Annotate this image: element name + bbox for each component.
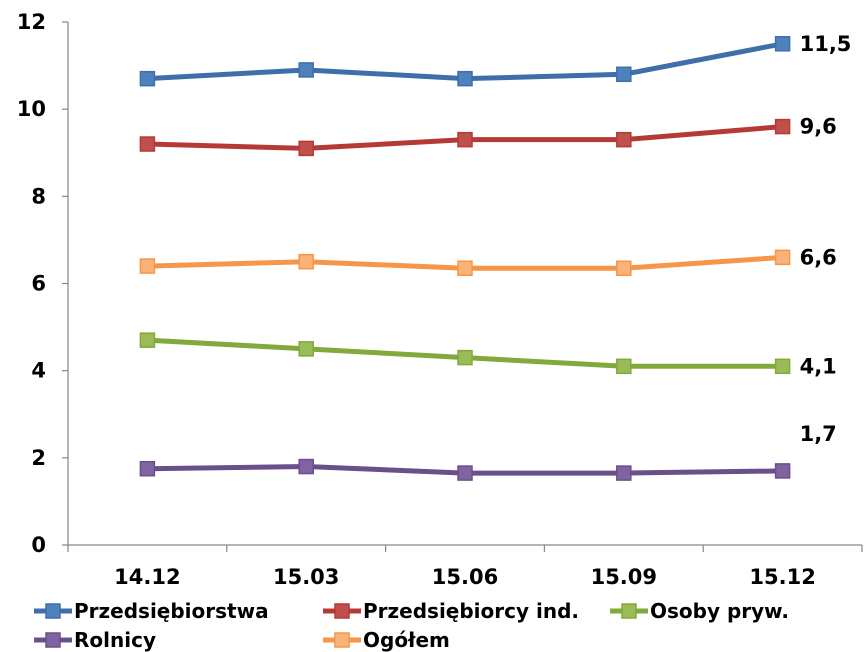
data-point	[298, 341, 314, 357]
y-axis-ticks: 0 2 4 6 8 10 12	[17, 10, 68, 557]
x-tick-label: 15.03	[273, 565, 339, 589]
data-point	[774, 118, 791, 135]
data-label: 1,7	[800, 422, 837, 446]
x-tick-label: 15.09	[591, 565, 657, 589]
data-point	[457, 260, 473, 276]
y-tick-label: 4	[31, 359, 46, 383]
data-point	[616, 358, 632, 375]
legend-item: Przedsiębiorstwa	[34, 599, 269, 623]
legend-marker	[334, 603, 350, 619]
data-point	[139, 460, 156, 477]
series-2	[139, 332, 791, 375]
data-point	[298, 253, 314, 270]
legend-item: Przedsiębiorcy ind.	[323, 599, 579, 623]
series-4	[139, 249, 791, 276]
data-point	[616, 66, 632, 83]
legend-marker	[45, 632, 61, 648]
series-0	[139, 36, 791, 87]
x-tick-label: 15.12	[749, 565, 815, 589]
legend-label: Ogółem	[363, 628, 450, 652]
data-point	[139, 70, 156, 87]
data-point	[298, 62, 314, 78]
y-tick-label: 2	[31, 446, 46, 470]
data-point	[457, 131, 473, 148]
y-tick-label: 10	[17, 97, 46, 121]
data-point	[457, 349, 473, 366]
legend-item: Osoby pryw.	[610, 599, 789, 623]
data-label: 11,5	[800, 32, 852, 56]
x-axis-ticks: 14.12 15.03 15.06 15.09 15.12	[67, 545, 863, 589]
legend-label: Przedsiębiorstwa	[74, 599, 269, 623]
data-point	[139, 136, 156, 152]
data-point	[457, 465, 473, 481]
legend-marker	[334, 632, 350, 648]
legend-label: Rolnicy	[74, 628, 156, 652]
legend-marker	[45, 603, 61, 619]
y-tick-label: 0	[31, 533, 46, 557]
y-tick-label: 6	[31, 272, 46, 296]
legend-label: Przedsiębiorcy ind.	[363, 599, 579, 623]
data-point	[774, 358, 791, 375]
data-point	[298, 140, 314, 157]
data-point	[457, 70, 473, 87]
legend-label: Osoby pryw.	[650, 599, 789, 623]
y-tick-label: 8	[31, 184, 46, 208]
data-point	[616, 131, 632, 148]
data-point	[139, 258, 156, 274]
data-point	[774, 36, 791, 52]
data-label: 6,6	[800, 245, 837, 269]
x-tick-label: 15.06	[432, 565, 498, 589]
legend: Przedsiębiorstwa Przedsiębiorcy ind. Osoby…	[34, 599, 789, 652]
data-label: 4,1	[800, 354, 837, 378]
data-point	[616, 465, 632, 481]
end-labels: 11,5 9,6 4,1 1,7 6,6	[800, 32, 852, 446]
legend-item: Ogółem	[323, 628, 450, 652]
data-point	[774, 463, 791, 479]
data-point	[298, 458, 314, 475]
data-point	[774, 249, 791, 266]
y-tick-label: 12	[17, 10, 46, 34]
data-point	[139, 332, 156, 348]
series-3	[139, 458, 791, 481]
series-group	[139, 36, 791, 481]
legend-item: Rolnicy	[34, 628, 156, 652]
x-tick-label: 14.12	[114, 565, 180, 589]
legend-marker	[621, 603, 637, 619]
data-label: 9,6	[800, 115, 837, 139]
data-point	[616, 260, 632, 276]
series-1	[139, 118, 791, 157]
